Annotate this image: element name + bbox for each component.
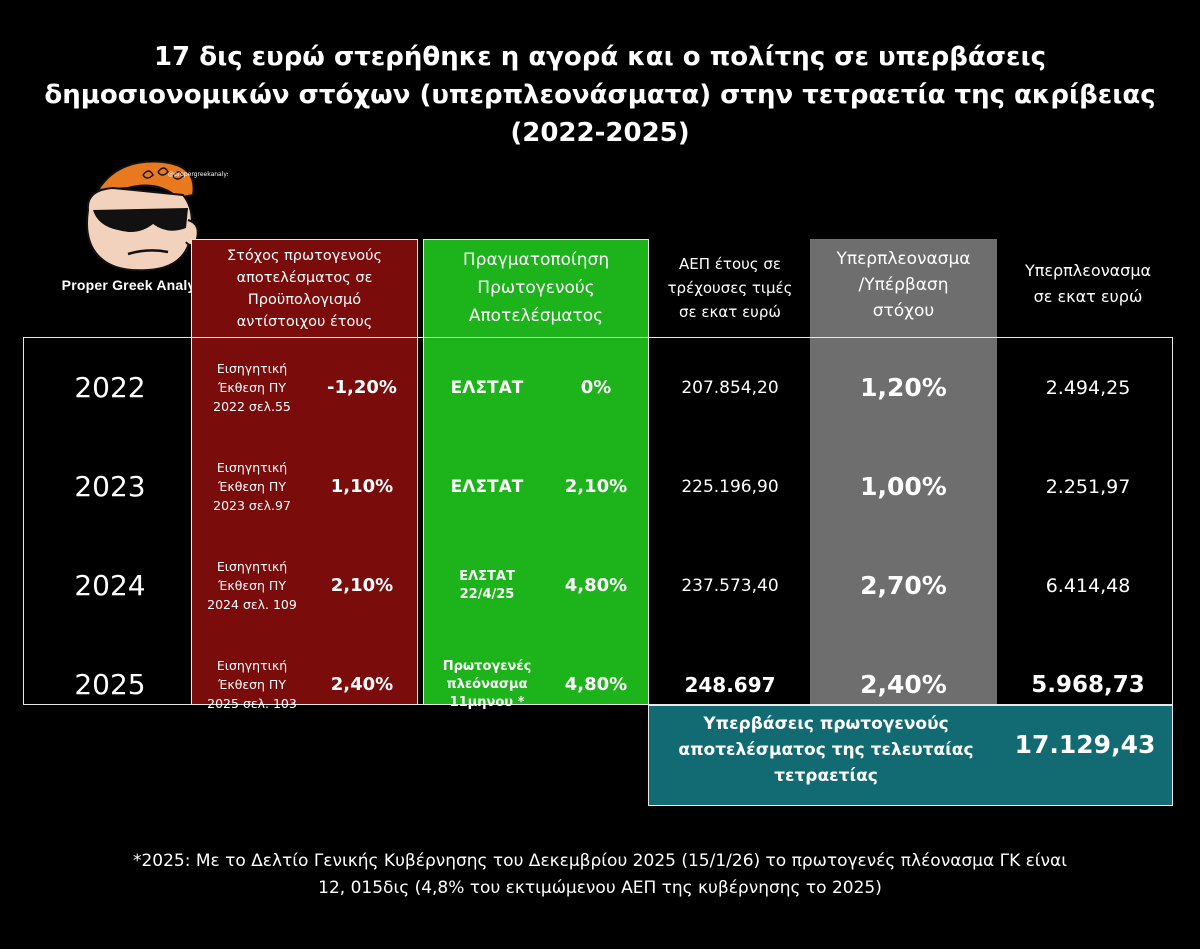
footnote: *2025: Με το Δελτίο Γενικής Κυβέρνησης τ…: [0, 848, 1200, 902]
row-source-line: Εισηγητική: [216, 658, 288, 673]
row-actual-source: Πρωτογενές πλεόνασμα 11μηνου *: [427, 635, 547, 734]
row-year: 2023: [74, 470, 146, 503]
row-target: 2,40%: [330, 674, 394, 695]
row-source-line: Εισηγητική: [216, 559, 288, 574]
header-excess-pct: Υπερπλεονασμα/Υπέρβαση στόχου: [836, 249, 971, 321]
page-title: 17 δις ευρώ στερήθηκε η αγορά και ο πολί…: [0, 38, 1200, 152]
row-actual-source-line: ΕΛΣΤΑΤ: [450, 377, 524, 398]
footnote-line-1: *2025: Με το Δελτίο Γενικής Κυβέρνησης τ…: [132, 851, 1068, 871]
row-year: 2022: [74, 371, 146, 404]
row-source-line: Εισηγητική: [216, 361, 288, 376]
row-gdp: 248.697: [684, 672, 776, 697]
row-source: Εισηγητική Έκθεση ΠΥ 2024 σελ. 109: [193, 536, 311, 635]
row-actual: 0%: [580, 377, 612, 398]
row-actual-source-line: ΕΛΣΤΑΤ: [459, 568, 515, 584]
row-source: Εισηγητική Έκθεση ΠΥ 2025 σελ. 103: [193, 635, 311, 734]
proper-greek-analyst-logo: @propergreekanalyst: [86, 160, 228, 272]
table-frame: [23, 337, 1173, 705]
row-target: 1,10%: [330, 476, 394, 497]
header-actual: Πραγματοποίηση Πρωτογενούς Αποτελέσματος: [462, 250, 610, 326]
row-source: Εισηγητική Έκθεση ΠΥ 2022 σελ.55: [193, 338, 311, 437]
row-actual-source-line: ΕΛΣΤΑΤ: [450, 476, 524, 497]
total-label: Υπερβάσεις πρωτογενούς αποτελέσματος της…: [678, 714, 974, 786]
row-actual: 2,10%: [564, 476, 628, 497]
svg-text:@propergreekanalyst: @propergreekanalyst: [168, 171, 228, 178]
row-gdp: 225.196,90: [681, 476, 779, 497]
logo-caption: Proper Greek Analyst: [61, 277, 209, 293]
row-source-line: Έκθεση ΠΥ: [218, 677, 286, 692]
row-source-line: Έκθεση ΠΥ: [218, 479, 286, 494]
row-target: -1,20%: [327, 377, 397, 398]
title-line-1: 17 δις ευρώ στερήθηκε η αγορά και ο πολί…: [153, 42, 1047, 72]
row-source-line: 2025 σελ. 103: [207, 696, 297, 711]
row-excess-pct: 1,20%: [860, 373, 947, 402]
row-excess-pct: 1,00%: [860, 472, 947, 501]
row-actual-source: ΕΛΣΤΑΤ: [427, 437, 547, 536]
row-target: 2,10%: [330, 575, 394, 596]
row-source: Εισηγητική Έκθεση ΠΥ 2023 σελ.97: [193, 437, 311, 536]
header-target: Στόχος πρωτογενούς αποτελέσματος σε Προϋπ…: [226, 248, 383, 330]
total-value: 17.129,43: [1014, 730, 1156, 759]
row-actual: 4,80%: [564, 575, 628, 596]
excess-column-bg: [810, 239, 997, 705]
row-excess-mio: 5.968,73: [1031, 671, 1145, 698]
row-year: 2025: [74, 668, 146, 701]
row-source-line: Έκθεση ΠΥ: [218, 578, 286, 593]
row-source-line: 2023 σελ.97: [213, 498, 291, 513]
header-gdp: ΑΕΠ έτους σε τρέχουσες τιμές σε εκατ ευρώ: [667, 255, 793, 321]
row-actual-source-line: πλεόνασμα: [446, 676, 528, 692]
row-excess-pct: 2,70%: [860, 571, 947, 600]
row-source-line: Εισηγητική: [216, 460, 288, 475]
row-year: 2024: [74, 569, 146, 602]
target-column-bg: [191, 239, 418, 705]
row-excess-pct: 2,40%: [860, 670, 947, 699]
row-actual-source: ΕΛΣΤΑΤ 22/4/25: [427, 536, 547, 635]
row-excess-mio: 2.494,25: [1045, 376, 1131, 399]
footnote-line-2: 12, 015δις (4,8% του εκτιμώμενου ΑΕΠ της…: [318, 878, 882, 898]
title-line-3: (2022-2025): [510, 118, 690, 148]
row-excess-mio: 6.414,48: [1045, 574, 1131, 597]
row-actual-source-line: 11μηνου *: [449, 694, 525, 710]
row-actual-source-line: 22/4/25: [459, 586, 515, 602]
row-source-line: Έκθεση ΠΥ: [218, 380, 286, 395]
row-excess-mio: 2.251,97: [1045, 475, 1131, 498]
row-actual-source-line: Πρωτογενές: [442, 658, 532, 674]
header-excess-mio: Υπερπλεονασμα σε εκατ ευρώ: [1024, 261, 1152, 306]
row-source-line: 2022 σελ.55: [213, 399, 291, 414]
row-actual: 4,80%: [564, 674, 628, 695]
title-line-2: δημοσιονομικών στόχων (υπερπλεονάσματα) …: [44, 80, 1156, 110]
row-gdp: 207.854,20: [681, 377, 779, 398]
row-gdp: 237.573,40: [681, 575, 779, 596]
row-actual-source: ΕΛΣΤΑΤ: [427, 338, 547, 437]
total-box: [648, 705, 1173, 806]
row-source-line: 2024 σελ. 109: [207, 597, 297, 612]
